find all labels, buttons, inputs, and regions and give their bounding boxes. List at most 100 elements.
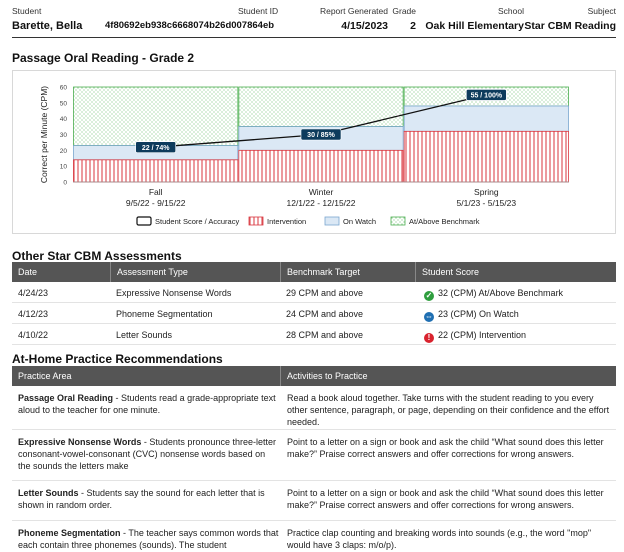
practice-row: Phoneme Segmentation - The teacher says … bbox=[12, 523, 616, 552]
assessment-target: 24 CPM and above bbox=[286, 309, 364, 319]
assessment-type: Expressive Nonsense Words bbox=[116, 288, 232, 298]
legend-swatch-score bbox=[136, 216, 152, 226]
chart-title: Passage Oral Reading - Grade 2 bbox=[12, 51, 195, 65]
exclamation-circle-icon: ! bbox=[424, 333, 434, 343]
y-tick-label: 0 bbox=[63, 180, 67, 187]
score-value: 23 (CPM) bbox=[438, 309, 477, 319]
student-score-marker bbox=[466, 89, 507, 101]
assessment-score: ! 22 (CPM) Intervention bbox=[418, 325, 526, 345]
practice-area-description: - Students read a grade-appropriate text… bbox=[18, 393, 276, 415]
student-id: 4f80692eb938c6668074b26d007864eb bbox=[105, 20, 275, 31]
student-score-marker bbox=[300, 128, 342, 141]
assessment-score: ⇔ 23 (CPM) On Watch bbox=[418, 304, 519, 324]
x-category-dates: 9/5/22 - 9/15/22 bbox=[126, 198, 186, 208]
y-tick-label: 30 bbox=[60, 132, 68, 139]
intervention-bar bbox=[403, 130, 569, 183]
assessment-row: 4/24/23 Expressive Nonsense Words 29 CPM a… bbox=[12, 283, 616, 303]
assessments-header-row: Date Assessment Type Benchmark Target St… bbox=[12, 262, 616, 282]
y-tick-label: 40 bbox=[60, 116, 68, 123]
assessment-score: ✓ 32 (CPM) At/Above Benchmark bbox=[418, 283, 563, 303]
score-value: 22 (CPM) bbox=[438, 330, 477, 340]
practice-area-name: Expressive Nonsense Words bbox=[18, 437, 142, 447]
intervention-bar bbox=[73, 159, 239, 183]
header-divider bbox=[12, 37, 616, 38]
on-watch-bar bbox=[403, 105, 569, 132]
student-label: Student bbox=[12, 6, 42, 16]
arrows-circle-icon: ⇔ bbox=[424, 312, 434, 322]
y-tick-label: 10 bbox=[60, 164, 68, 171]
student-score-label: 30 / 85% bbox=[307, 132, 335, 139]
practice-area-description: - Students pronounce three-letter conson… bbox=[18, 437, 276, 471]
legend-label: Student Score / Accuracy bbox=[155, 217, 239, 226]
assessments-title: Other Star CBM Assessments bbox=[12, 249, 182, 263]
score-status: At/Above Benchmark bbox=[476, 288, 564, 298]
practice-area: Letter Sounds - Students say the sound f… bbox=[18, 487, 280, 511]
col-practice-area: Practice Area bbox=[18, 371, 72, 381]
assessment-date: 4/24/23 bbox=[18, 288, 49, 298]
report-generated-date: 4/15/2023 bbox=[341, 20, 388, 32]
subject-value: Star CBM Reading bbox=[524, 20, 616, 32]
col-student-score: Student Score bbox=[415, 262, 479, 282]
x-category-label: Spring bbox=[474, 187, 499, 197]
assessment-target: 28 CPM and above bbox=[286, 330, 364, 340]
legend-swatch-watch bbox=[324, 216, 340, 226]
legend-swatch-benchmark bbox=[390, 216, 406, 226]
col-date: Date bbox=[18, 267, 38, 277]
score-value: 32 (CPM) bbox=[438, 288, 477, 298]
y-tick-label: 20 bbox=[60, 148, 68, 155]
col-activities: Activities to Practice bbox=[280, 366, 368, 386]
legend-label: Intervention bbox=[267, 217, 306, 226]
school-label: School bbox=[498, 6, 524, 16]
school-value: Oak Hill Elementary bbox=[425, 20, 524, 32]
practice-area-name: Phoneme Segmentation bbox=[18, 528, 121, 538]
student-id-label: Student ID bbox=[238, 6, 279, 16]
student-name: Barette, Bella bbox=[12, 20, 83, 32]
assessment-row: 4/12/23 Phoneme Segmentation 24 CPM and ab… bbox=[12, 304, 616, 324]
legend-label: At/Above Benchmark bbox=[409, 217, 480, 226]
passage-oral-reading-chart: Correct per Minute (CPM) 0 10 20 30 40 50 60 22 … bbox=[39, 85, 569, 226]
practice-activity: Point to a letter on a sign or book and … bbox=[287, 437, 604, 459]
score-status: On Watch bbox=[476, 309, 519, 319]
assessment-date: 4/12/23 bbox=[18, 309, 49, 319]
practice-row: Passage Oral Reading - Students read a g… bbox=[12, 388, 616, 430]
practice-title: At-Home Practice Recommendations bbox=[12, 352, 223, 366]
benchmark-bar bbox=[73, 86, 239, 146]
assessment-target: 29 CPM and above bbox=[286, 288, 364, 298]
practice-table: Practice Area Activities to Practice Pas… bbox=[12, 366, 616, 552]
grade-label: Grade bbox=[392, 6, 416, 16]
assessments-table: Date Assessment Type Benchmark Target St… bbox=[12, 262, 616, 346]
practice-header-row: Practice Area Activities to Practice bbox=[12, 366, 616, 386]
assessment-row: 4/10/22 Letter Sounds 28 CPM and above! 22 … bbox=[12, 325, 616, 345]
practice-row: Letter Sounds - Students say the sound f… bbox=[12, 483, 616, 521]
report-header: Student Barette, Bella Student ID 4f8069… bbox=[12, 6, 616, 36]
legend-label: On Watch bbox=[343, 217, 376, 226]
practice-area-name: Passage Oral Reading bbox=[18, 393, 114, 403]
intervention-bar bbox=[238, 149, 404, 183]
student-score-marker bbox=[135, 141, 176, 153]
practice-area: Passage Oral Reading - Students read a g… bbox=[18, 392, 280, 416]
y-axis-label: Correct per Minute (CPM) bbox=[39, 86, 49, 183]
practice-area: Expressive Nonsense Words - Students pro… bbox=[18, 436, 280, 472]
score-status: Intervention bbox=[476, 330, 527, 340]
practice-area-description: - The teacher says common words that eac… bbox=[18, 528, 279, 550]
practice-activity: Read a book aloud together. Take turns w… bbox=[287, 393, 610, 427]
assessment-type: Letter Sounds bbox=[116, 330, 173, 340]
grade-value: 2 bbox=[410, 20, 416, 32]
x-category-dates: 12/1/22 - 12/15/22 bbox=[286, 198, 355, 208]
practice-area-name: Letter Sounds bbox=[18, 488, 79, 498]
legend-swatch-intervention bbox=[248, 216, 264, 226]
y-tick-label: 60 bbox=[60, 85, 68, 92]
practice-area: Phoneme Segmentation - The teacher says … bbox=[18, 527, 280, 551]
benchmark-bar bbox=[238, 86, 404, 127]
assessment-date: 4/10/22 bbox=[18, 330, 49, 340]
subject-label: Subject bbox=[587, 6, 616, 16]
col-benchmark-target: Benchmark Target bbox=[280, 262, 360, 282]
y-tick-label: 50 bbox=[60, 100, 68, 107]
x-category-label: Winter bbox=[309, 187, 334, 197]
x-category-dates: 5/1/23 - 5/15/23 bbox=[457, 198, 517, 208]
practice-activity: Point to a letter on a sign or book and … bbox=[287, 488, 604, 510]
practice-activity: Practice clap counting and breaking word… bbox=[287, 528, 592, 550]
practice-area-description: - Students say the sound for each letter… bbox=[18, 488, 265, 510]
practice-row: Expressive Nonsense Words - Students pro… bbox=[12, 432, 616, 481]
chart-container: Correct per Minute (CPM) 0 10 20 30 40 50 60 22 … bbox=[12, 70, 616, 234]
